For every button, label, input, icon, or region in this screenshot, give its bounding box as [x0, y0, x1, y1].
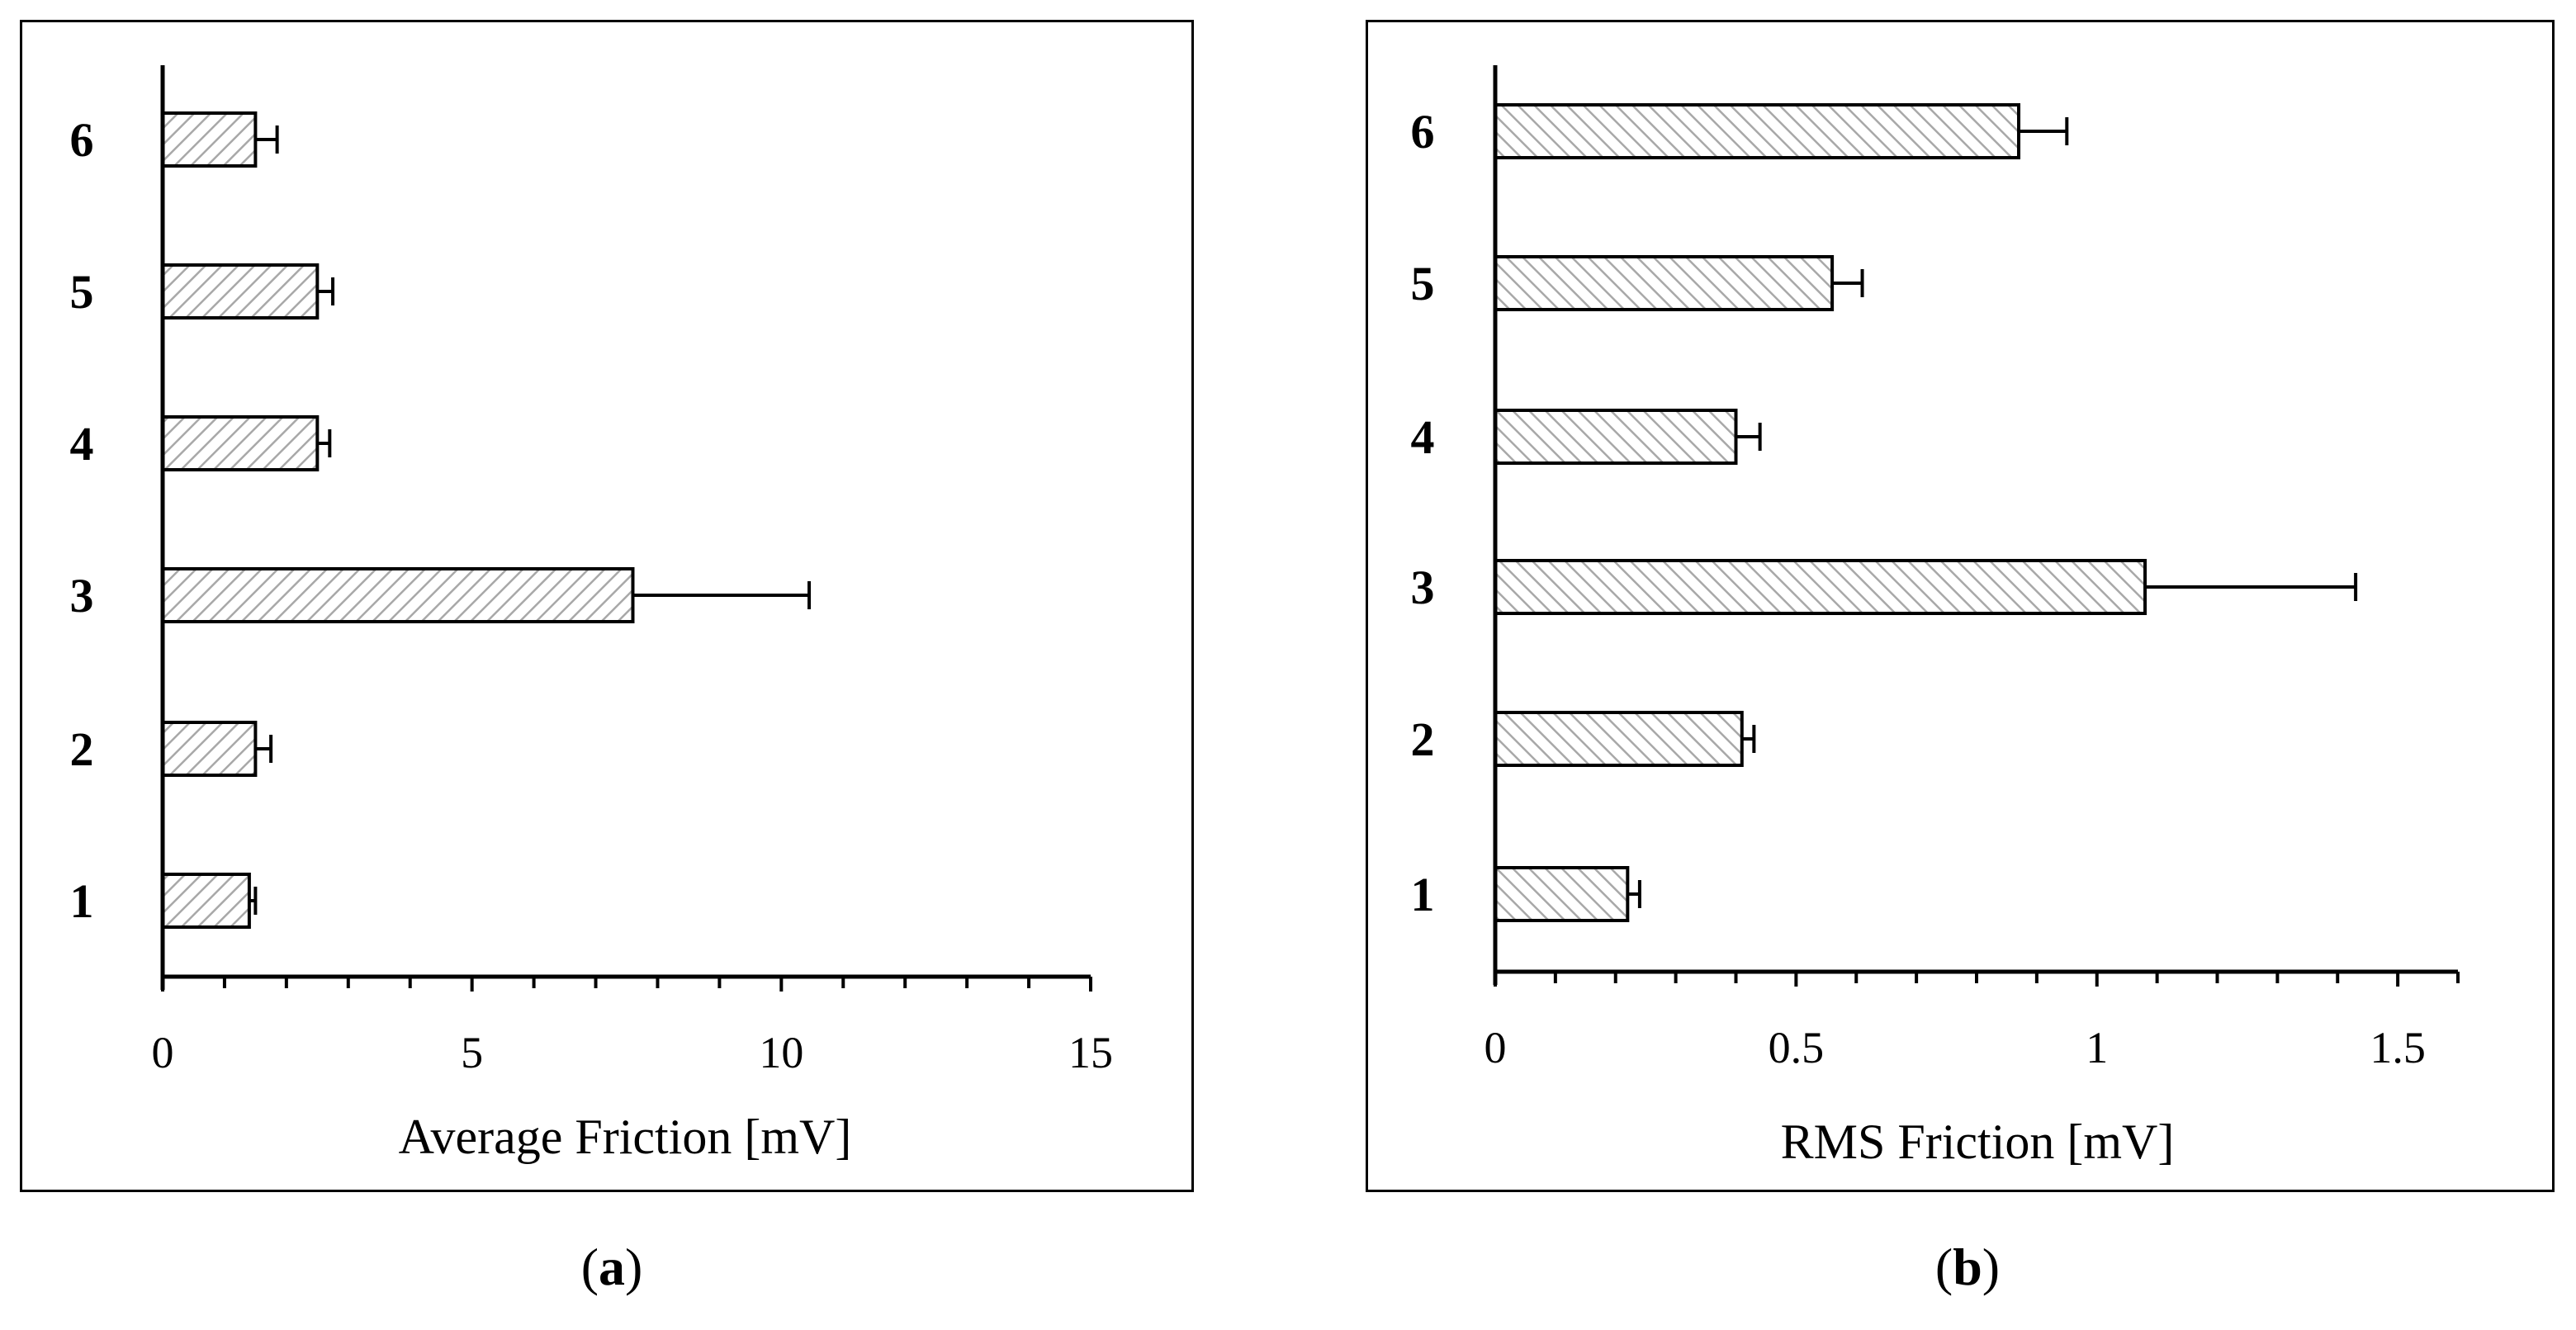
bar-6: [161, 111, 258, 168]
category-label-4: 4: [1411, 410, 1435, 464]
bar-chart-rms-friction: 1 2 3 4 5 6 0 0.5 1 1.5 RMS Friction [mV]: [1411, 65, 2460, 1169]
bar-4: [1494, 409, 1738, 465]
category-label-1: 1: [70, 874, 94, 928]
bar-5: [161, 263, 320, 319]
bar-3: [161, 567, 635, 623]
bar-1: [1494, 866, 1630, 922]
x-axis-title: Average Friction [mV]: [399, 1110, 852, 1164]
x-tick-label: 5: [461, 1028, 483, 1077]
category-label-5: 5: [1411, 257, 1435, 310]
category-label-1: 1: [1411, 868, 1435, 921]
caption-b-letter: b: [1953, 1238, 1982, 1296]
category-label-3: 3: [70, 569, 94, 622]
category-label-3: 3: [1411, 561, 1435, 614]
bar-2: [1494, 711, 1744, 767]
bar-3: [1494, 559, 2147, 615]
bar-chart-average-friction: 1 2 3 4 5 6 0 5 10 15 Average Friction [mV]: [70, 65, 1113, 1164]
x-tick-label: 0: [1485, 1023, 1507, 1072]
x-tick-label: 10: [759, 1028, 803, 1077]
category-label-6: 6: [1411, 105, 1435, 159]
x-tick-label: 1: [2086, 1023, 2108, 1072]
category-label-2: 2: [1411, 712, 1435, 766]
bar-4: [161, 415, 320, 471]
category-label-4: 4: [70, 417, 94, 471]
category-label-5: 5: [70, 265, 94, 319]
x-tick-label: 0.5: [1769, 1023, 1825, 1072]
x-tick-label: 0: [152, 1028, 174, 1077]
x-tick-label: 15: [1068, 1028, 1113, 1077]
bar-6: [1494, 103, 2021, 159]
bar-2: [161, 721, 258, 777]
chart-panel-b: 1 2 3 4 5 6 0 0.5 1 1.5 RMS Friction [mV]: [1366, 20, 2555, 1192]
x-axis-title: RMS Friction [mV]: [1781, 1115, 2175, 1169]
chart-panel-a: 1 2 3 4 5 6 0 5 10 15 Average Friction [mV]: [20, 20, 1194, 1192]
category-label-6: 6: [70, 113, 94, 167]
x-tick-label: 1.5: [2370, 1023, 2426, 1072]
caption-a-letter: a: [599, 1238, 625, 1296]
bar-5: [1494, 255, 1835, 311]
caption-a: (a): [580, 1238, 643, 1296]
bar-1: [161, 873, 251, 929]
caption-b: (b): [1934, 1238, 2001, 1296]
category-label-2: 2: [70, 722, 94, 776]
